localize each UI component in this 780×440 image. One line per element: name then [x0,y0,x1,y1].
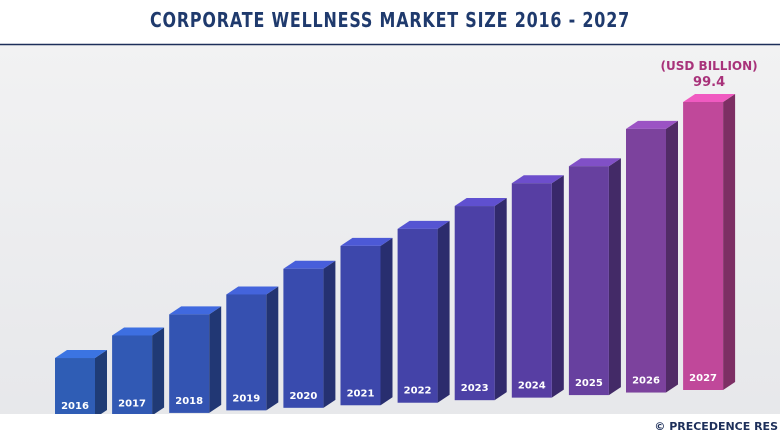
x-tick-label: 2022 [404,386,432,397]
bar-side [551,175,564,398]
bar-top [226,286,279,295]
bar-side [380,237,393,406]
x-tick-label: 2017 [118,398,146,409]
x-tick-label: 2018 [175,396,203,407]
bar-side [666,120,678,393]
chart-title: CORPORATE WELLNESS MARKET SIZE 2016 - 20… [150,8,630,32]
bar-top [626,120,678,129]
bar-top [340,237,393,246]
bar [340,245,381,406]
x-tick-label: 2021 [347,388,375,399]
bar-top [55,350,107,359]
x-tick-label: 2019 [232,393,260,404]
bar-side [494,198,507,401]
bar-side [152,327,165,416]
x-tick-label: 2027 [689,373,717,384]
bar-top [397,220,450,229]
bar-top [283,260,336,269]
bar [454,206,495,401]
bar [226,294,267,411]
bar [683,102,724,390]
bar [568,166,609,396]
bar [169,314,210,413]
bar-side [323,260,336,408]
bar-side [95,350,107,418]
title-band [0,0,780,44]
x-tick-label: 2020 [289,391,317,402]
bar [112,335,153,416]
footer-band [0,414,780,440]
source: © PRECEDENCE RES [654,420,778,433]
x-tick-label: 2024 [518,381,546,392]
bar-top [454,198,507,207]
bar [397,228,438,403]
bar [626,128,666,393]
x-tick-label: 2025 [575,378,603,389]
bar-side [608,158,621,396]
bar-top [112,327,165,336]
bar-side [723,94,736,390]
bar-side [437,220,450,403]
bar [511,183,552,398]
bar [283,268,324,408]
x-tick-label: 2016 [61,401,89,412]
x-tick-label: 2026 [632,376,660,387]
bar-top [169,306,222,315]
bar [55,358,95,418]
bar-top [511,175,564,184]
bar-top [683,94,736,102]
unit-label: (USD BILLION) [661,59,758,73]
bar-top [568,158,621,167]
x-tick-label: 2023 [461,383,489,394]
value-label: 99.4 [693,75,725,90]
bar-side [209,306,222,413]
bar-side [266,286,279,411]
